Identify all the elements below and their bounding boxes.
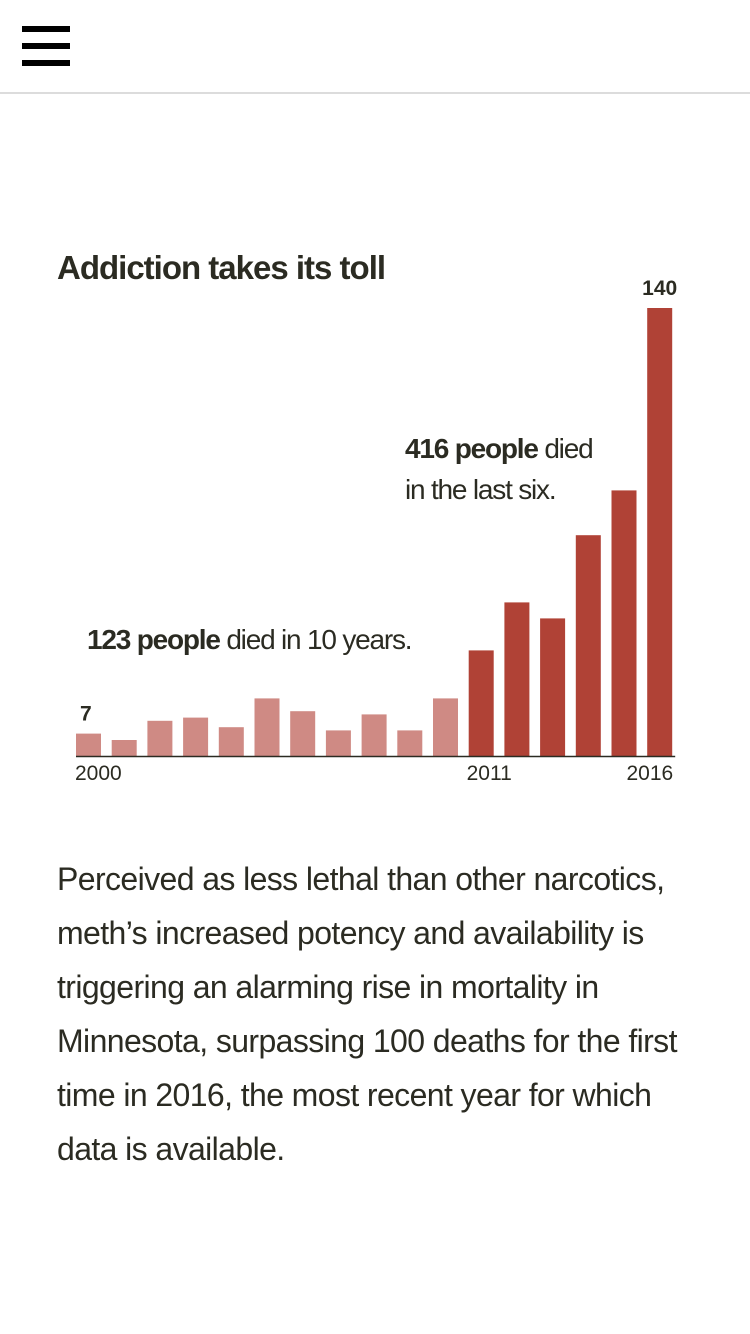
data-label-2016: 140 [642, 277, 677, 300]
bar-2007 [325, 730, 351, 756]
annotation-first-decade: 123 people died in 10 years. [87, 619, 413, 660]
bar-2002 [147, 720, 173, 756]
bar-2015 [611, 490, 637, 756]
bar-2005 [254, 698, 280, 756]
bar-2011 [468, 650, 494, 756]
bar-2016 [647, 308, 673, 756]
annotation-first-decade-rest: died in 10 years. [219, 624, 412, 655]
annotation-last-six-bold: 416 people [405, 433, 539, 464]
tick-label-2011: 2011 [467, 762, 512, 785]
menu-line [22, 26, 70, 32]
data-label-2000: 7 [80, 703, 92, 726]
bar-2003 [183, 717, 209, 756]
hamburger-menu-icon[interactable] [22, 26, 70, 66]
annotation-last-six-rest-1: died [537, 433, 593, 464]
menu-line [22, 43, 70, 49]
bar-2013 [540, 618, 566, 756]
bar-2012 [504, 602, 530, 756]
bar-2006 [290, 711, 316, 756]
bar-2010 [433, 698, 458, 756]
bar-2001 [111, 740, 137, 756]
bar-2014 [575, 535, 601, 756]
article-paragraph: Perceived as less lethal than other narc… [57, 861, 677, 1167]
tick-label-2016: 2016 [626, 762, 673, 785]
top-navigation-bar [0, 0, 750, 94]
tick-label-2000: 2000 [75, 762, 122, 785]
bar-2008 [361, 714, 387, 756]
bar-2004 [218, 727, 244, 756]
annotation-last-six-years: 416 people died in the last six. [405, 428, 635, 510]
bar-2000 [76, 733, 101, 756]
chart-title: Addiction takes its toll [57, 249, 386, 286]
menu-line [22, 60, 70, 66]
bar-2009 [397, 730, 423, 756]
annotation-last-six-rest-2: in the last six. [405, 474, 557, 505]
annotation-first-decade-bold: 123 people [87, 624, 221, 655]
bar-chart: 7 140 2000 2011 2016 [75, 277, 677, 785]
